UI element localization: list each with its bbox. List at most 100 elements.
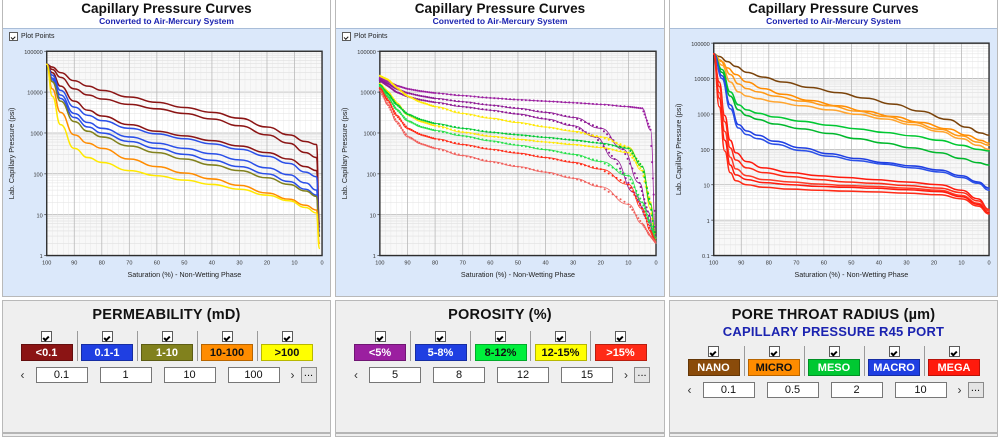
svg-text:80: 80 — [99, 261, 105, 267]
svg-text:100: 100 — [375, 261, 384, 267]
legend-checkbox-icon[interactable] — [708, 346, 719, 357]
more-options-button[interactable]: ... — [967, 382, 984, 398]
legend-checkbox-icon[interactable] — [555, 331, 566, 342]
svg-text:0: 0 — [654, 261, 657, 267]
legend-checkbox-icon[interactable] — [888, 346, 900, 357]
legend-swatch-button[interactable]: <0.1 — [20, 344, 73, 361]
svg-text:60: 60 — [154, 261, 160, 267]
svg-text:50: 50 — [515, 261, 521, 267]
legend-swatch-button[interactable]: MESO — [808, 359, 860, 376]
threshold-input-3[interactable]: 12 — [497, 367, 549, 383]
chart-title: Capillary Pressure Curves — [748, 1, 919, 16]
svg-text:100: 100 — [367, 172, 376, 178]
svg-text:20: 20 — [264, 261, 270, 267]
svg-text:40: 40 — [209, 261, 215, 267]
more-options-button[interactable]: ... — [300, 367, 317, 383]
threshold-input-1[interactable]: 0.1 — [35, 367, 88, 383]
svg-text:Lab. Capillary Pressure (psi): Lab. Capillary Pressure (psi) — [340, 108, 349, 200]
chart-subtitle: Converted to Air-Mercury System — [99, 16, 234, 26]
legend-swatch-button[interactable]: NANO — [687, 359, 740, 376]
legend-cell: >100 — [256, 331, 317, 361]
legend-swatch-button[interactable]: <5% — [354, 344, 406, 361]
svg-text:100000: 100000 — [24, 50, 43, 56]
legend-checkbox-icon[interactable] — [495, 331, 506, 342]
legend-swatch-button[interactable]: 10-100 — [201, 344, 253, 361]
svg-text:10: 10 — [625, 261, 631, 267]
prev-arrow-icon[interactable]: ‹ — [354, 368, 358, 382]
plot-points-toggle-2[interactable]: Plot Points — [342, 32, 387, 41]
plot-points-label: Plot Points — [21, 33, 55, 40]
svg-text:Saturation (%) - Non-Wetting P: Saturation (%) - Non-Wetting Phase — [461, 270, 575, 279]
svg-text:100000: 100000 — [357, 50, 376, 56]
svg-text:40: 40 — [876, 261, 882, 267]
svg-text:Lab. Capillary Pressure (psi): Lab. Capillary Pressure (psi) — [7, 108, 16, 200]
svg-text:30: 30 — [903, 261, 909, 267]
legend-checkbox-icon[interactable] — [41, 331, 52, 342]
legend-checkbox-icon[interactable] — [768, 346, 780, 357]
threshold-input-4[interactable]: 15 — [561, 367, 613, 383]
legend-swatch-button[interactable]: >100 — [261, 344, 313, 361]
panel-permeability: Capillary Pressure Curves Converted to A… — [0, 0, 333, 439]
chart-header-1: Capillary Pressure Curves Converted to A… — [3, 0, 330, 28]
svg-text:50: 50 — [181, 261, 187, 267]
controls-title: POROSITY (%) — [448, 307, 552, 323]
legend-checkbox-icon[interactable] — [161, 331, 173, 342]
legend-swatch-button[interactable]: MICRO — [748, 359, 800, 376]
svg-text:10: 10 — [291, 261, 297, 267]
legend-checkbox-icon[interactable] — [221, 331, 233, 342]
svg-text:0: 0 — [987, 261, 990, 267]
svg-text:Lab. Capillary Pressure (psi): Lab. Capillary Pressure (psi) — [674, 104, 683, 196]
checkbox-icon[interactable] — [9, 32, 18, 41]
legend-swatch-button[interactable]: MACRO — [868, 359, 920, 376]
prev-arrow-icon[interactable]: ‹ — [20, 368, 25, 382]
svg-text:100: 100 — [709, 261, 718, 267]
legend-cell: 5-8% — [410, 331, 470, 361]
divider — [336, 432, 664, 434]
svg-text:10000: 10000 — [27, 91, 42, 97]
chart-title: Capillary Pressure Curves — [81, 1, 252, 16]
legend-checkbox-icon[interactable] — [828, 346, 840, 357]
legend-checkbox-icon[interactable] — [948, 346, 960, 357]
next-arrow-icon[interactable]: › — [624, 368, 628, 382]
legend-row-permeability: <0.1 0.1-1 1-10 10-100 >100 — [11, 331, 323, 361]
legend-swatch-button[interactable]: 0.1-1 — [81, 344, 133, 361]
legend-swatch-button[interactable]: >15% — [594, 344, 647, 361]
svg-text:1: 1 — [40, 254, 43, 260]
svg-text:70: 70 — [460, 261, 466, 267]
next-arrow-icon[interactable]: › — [957, 383, 962, 397]
threshold-input-4[interactable]: 100 — [227, 367, 280, 383]
threshold-input-3[interactable]: 10 — [163, 367, 216, 383]
svg-text:1: 1 — [707, 219, 710, 225]
svg-text:70: 70 — [793, 261, 799, 267]
svg-text:10: 10 — [370, 213, 376, 219]
threshold-input-4[interactable]: 10 — [894, 382, 947, 398]
legend-swatch-button[interactable]: 1-10 — [141, 344, 193, 361]
legend-checkbox-icon[interactable] — [615, 331, 626, 342]
plot-points-toggle-1[interactable]: Plot Points — [9, 32, 54, 41]
legend-checkbox-icon[interactable] — [101, 331, 113, 342]
legend-checkbox-icon[interactable] — [374, 331, 386, 342]
chart-plot-area-3: 100000 10000 1000 100 10 1 0.1 100 90 80 70 60 50 40 3… — [670, 28, 997, 296]
threshold-input-1[interactable]: 0.1 — [702, 382, 755, 398]
checkbox-icon[interactable] — [342, 32, 351, 41]
threshold-input-1[interactable]: 5 — [369, 367, 421, 383]
threshold-input-2[interactable]: 0.5 — [766, 382, 819, 398]
legend-swatch-button[interactable]: 12-15% — [534, 344, 587, 361]
threshold-input-3[interactable]: 2 — [830, 382, 883, 398]
prev-arrow-icon[interactable]: ‹ — [687, 383, 692, 397]
legend-swatch-button[interactable]: MEGA — [928, 359, 980, 376]
more-options-button[interactable]: ... — [634, 367, 650, 383]
svg-text:80: 80 — [766, 261, 772, 267]
svg-text:80: 80 — [432, 261, 438, 267]
legend-cell: NANO — [684, 346, 744, 376]
next-arrow-icon[interactable]: › — [290, 368, 295, 382]
svg-text:1000: 1000 — [30, 132, 42, 138]
threshold-input-2[interactable]: 8 — [433, 367, 485, 383]
chart-card-permeability: Capillary Pressure Curves Converted to A… — [2, 0, 331, 297]
legend-swatch-button[interactable]: 8-12% — [474, 344, 527, 361]
threshold-input-2[interactable]: 1 — [99, 367, 152, 383]
legend-swatch-button[interactable]: 5-8% — [414, 344, 467, 361]
legend-checkbox-icon[interactable] — [435, 331, 446, 342]
legend-checkbox-icon[interactable] — [281, 331, 293, 342]
